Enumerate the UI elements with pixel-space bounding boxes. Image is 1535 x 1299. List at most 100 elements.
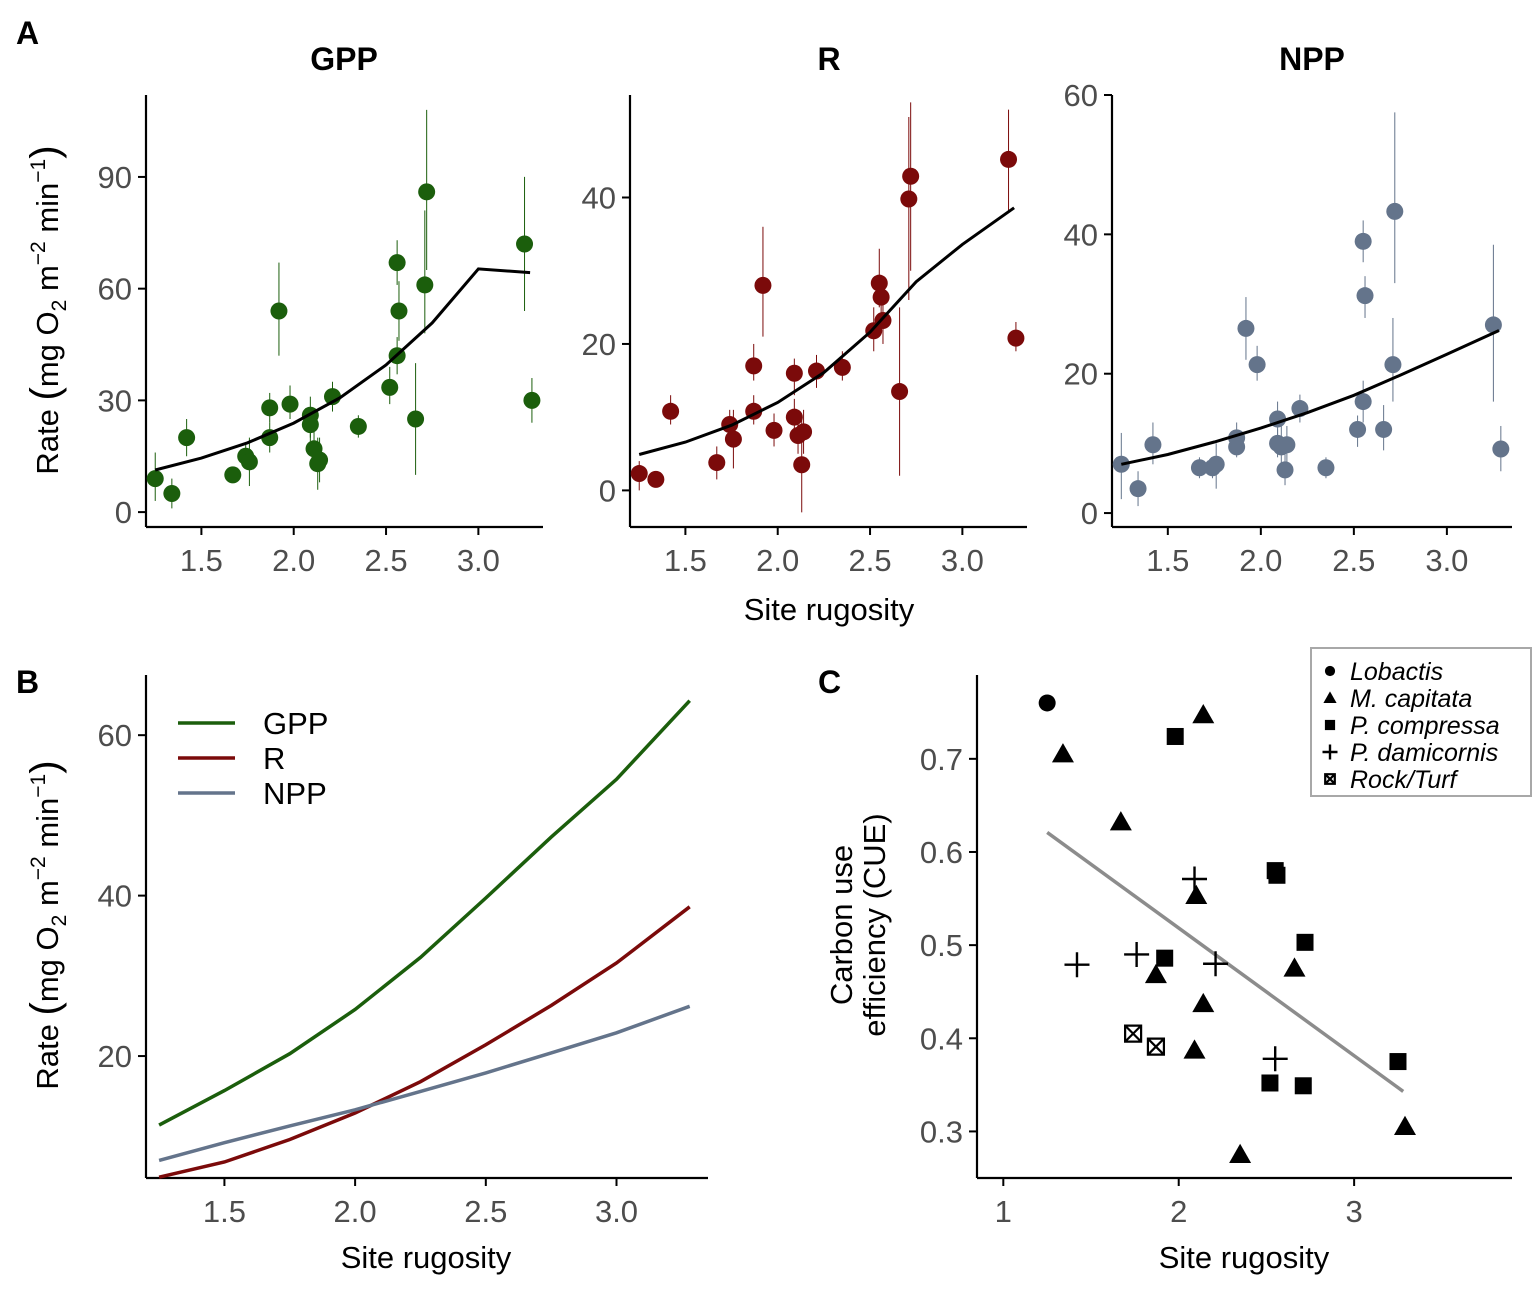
- plot-r: 1.5 2.0 2.5 3.0 0 20 40: [582, 95, 1027, 578]
- c-point-p-damicornis: [1124, 941, 1150, 967]
- x-axis-title-c: Site rugosity: [1159, 1240, 1330, 1275]
- b-x-tick-label: 2.5: [464, 1194, 507, 1229]
- npp-x-tick-label: 2.0: [1239, 543, 1282, 578]
- r-x-tick-label: 3.0: [941, 543, 984, 578]
- gpp-x-tick-label: 1.5: [180, 543, 223, 578]
- npp-y-tick-label: 60: [1064, 78, 1098, 113]
- b-x-tick-label: 2.0: [334, 1194, 377, 1229]
- gpp-data-point: [281, 395, 299, 413]
- npp-data-point: [1144, 436, 1162, 454]
- gpp-x-tick-label: 2.0: [272, 543, 315, 578]
- gpp-data-point: [240, 453, 258, 471]
- svg-text:Rate (mg O2 m−2 min−1): Rate (mg O2 m−2 min−1): [23, 145, 71, 474]
- c-point-m-capitata: [1192, 704, 1215, 724]
- npp-data-point: [1356, 287, 1374, 305]
- r-title: R: [817, 41, 840, 77]
- c-point-m-capitata: [1192, 992, 1215, 1013]
- c-legend-label: Lobactis: [1350, 658, 1443, 686]
- npp-data-point: [1190, 459, 1208, 477]
- gpp-data-point: [146, 470, 164, 488]
- r-data-point: [870, 274, 888, 292]
- c-legend-key-p-compressa: [1324, 719, 1336, 731]
- npp-data-point: [1278, 436, 1296, 454]
- npp-data-point: [1375, 420, 1393, 438]
- c-legend-label: P. damicornis: [1350, 739, 1498, 767]
- b-legend-label-npp: NPP: [263, 776, 327, 811]
- c-point-m-capitata: [1229, 1143, 1252, 1163]
- c-legend-label: P. compressa: [1350, 712, 1500, 740]
- c-point-m-capitata: [1144, 963, 1167, 984]
- c-legend-key-rock-turf: [1324, 773, 1336, 785]
- gpp-title: GPP: [310, 41, 378, 77]
- gpp-fit-curve: [154, 267, 531, 472]
- b-legend-label-gpp: GPP: [263, 706, 328, 741]
- b-series-line-npp: [158, 1004, 691, 1163]
- npp-data-point: [1248, 356, 1266, 374]
- c-point-m-capitata: [1183, 1039, 1206, 1059]
- npp-data-point: [1129, 480, 1147, 498]
- r-data-point: [724, 430, 742, 448]
- plot-gpp: 1.5 2.0 2.5 3.0 0 30 60 90: [98, 95, 543, 578]
- c-point-p-compressa: [1294, 1077, 1312, 1095]
- c-point-p-compressa: [1166, 727, 1184, 745]
- x-axis-title-b: Site rugosity: [341, 1240, 512, 1275]
- c-x-tick-label: 3: [1346, 1194, 1363, 1229]
- npp-data-point: [1349, 420, 1367, 438]
- npp-data-point: [1228, 438, 1246, 456]
- c-point-m-capitata: [1185, 884, 1208, 905]
- gpp-data-point: [523, 391, 541, 409]
- r-data-point: [765, 421, 783, 439]
- gpp-y-tick-label: 0: [115, 495, 132, 530]
- gpp-data-point: [381, 378, 399, 396]
- c-y-tick-label: 0.5: [920, 928, 963, 963]
- b-series-line-gpp: [158, 699, 691, 1127]
- c-fit-line: [1046, 830, 1405, 1093]
- c-point-p-compressa: [1268, 866, 1286, 884]
- r-data-point: [785, 408, 803, 426]
- gpp-data-point: [416, 276, 434, 294]
- r-data-point: [754, 276, 772, 294]
- r-data-point: [872, 288, 890, 306]
- b-legend-label-r: R: [263, 741, 285, 776]
- c-legend-key-p-damicornis: [1322, 744, 1338, 760]
- c-point-rock-turf: [1146, 1037, 1166, 1056]
- c-point-m-capitata: [1109, 811, 1132, 831]
- npp-data-point: [1386, 202, 1404, 220]
- gpp-data-point: [270, 302, 288, 320]
- c-point-p-damicornis: [1064, 952, 1090, 978]
- svg-text:Carbon use: Carbon use: [824, 845, 859, 1005]
- y-axis-title-b: Rate (mg O2 m−2 min−1): [23, 760, 71, 1089]
- r-data-point: [1007, 329, 1025, 347]
- r-x-tick-label: 1.5: [664, 543, 707, 578]
- c-point-rock-turf: [1124, 1024, 1143, 1043]
- npp-data-point: [1207, 455, 1225, 473]
- gpp-data-point: [224, 466, 242, 484]
- plot-npp: 1.5 2.0 2.5 3.0 0 20 40 60: [1064, 78, 1512, 578]
- b-x-tick-label: 3.0: [595, 1194, 638, 1229]
- gpp-data-point: [261, 399, 279, 417]
- r-fit-curve: [638, 206, 1015, 456]
- c-legend-box: [1310, 647, 1532, 797]
- gpp-data-point: [390, 302, 408, 320]
- gpp-data-point: [516, 235, 534, 253]
- npp-x-tick-label: 1.5: [1146, 543, 1189, 578]
- r-x-tick-label: 2.0: [756, 543, 799, 578]
- npp-data-point: [1276, 461, 1294, 479]
- b-series-line-r: [158, 905, 691, 1179]
- c-point-m-capitata: [1394, 1115, 1416, 1136]
- c-legend-label: M. capitata: [1350, 685, 1472, 713]
- gpp-data-point: [301, 416, 319, 434]
- r-data-point: [833, 358, 851, 376]
- gpp-x-tick-label: 2.5: [364, 543, 407, 578]
- gpp-data-point: [407, 410, 425, 428]
- npp-x-tick-label: 3.0: [1425, 543, 1468, 578]
- c-point-p-damicornis: [1262, 1046, 1288, 1072]
- c-y-tick-label: 0.6: [920, 835, 963, 870]
- c-y-tick-label: 0.3: [920, 1114, 963, 1149]
- r-y-tick-label: 40: [582, 181, 616, 216]
- c-point-p-compressa: [1389, 1053, 1407, 1071]
